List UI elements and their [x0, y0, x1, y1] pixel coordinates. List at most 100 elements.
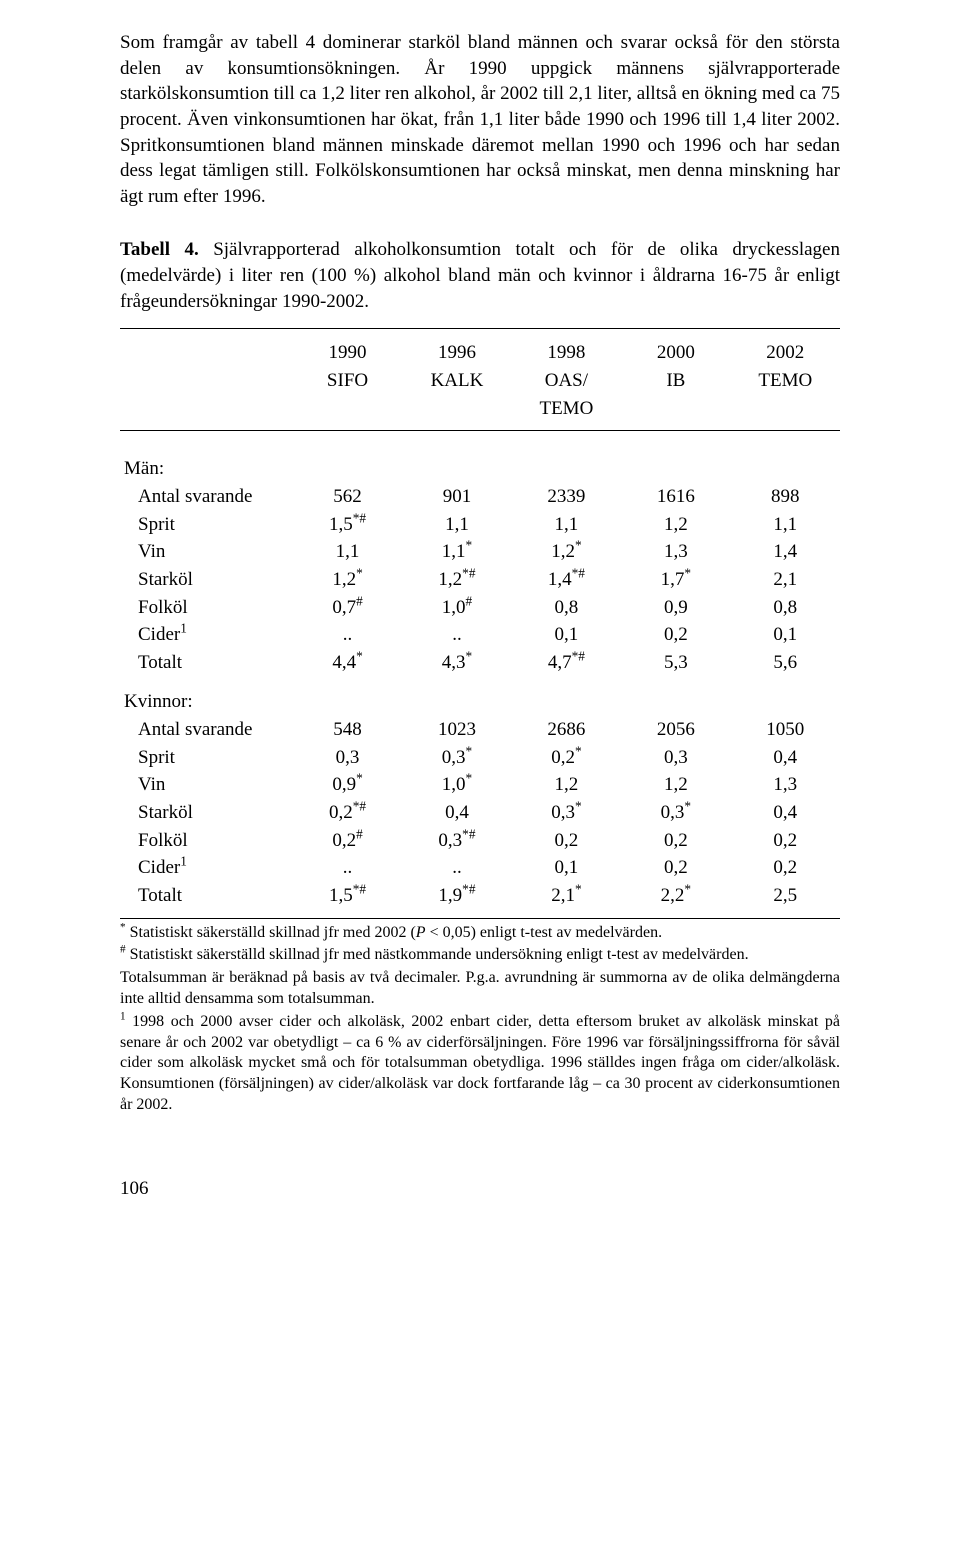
table-row: Vin1,11,1*1,2*1,31,4: [120, 538, 840, 566]
table-cell: 1,5*#: [293, 882, 402, 910]
table-row: Starköl0,2*#0,40,3*0,3*0,4: [120, 799, 840, 827]
row-label: Sprit: [120, 511, 293, 539]
table-cell: 2,5: [731, 882, 840, 910]
table-cell: 548: [293, 716, 402, 744]
table-cell: 1616: [621, 483, 730, 511]
row-label-superscript: 1: [180, 854, 187, 869]
cell-superscript: #: [356, 826, 363, 841]
cell-superscript: *#: [462, 826, 475, 841]
table-row: Vin0,9*1,0*1,21,21,3: [120, 771, 840, 799]
table-row: Folköl0,7#1,0#0,80,90,8: [120, 594, 840, 622]
table-cell: 0,2: [731, 854, 840, 882]
cell-superscript: *#: [353, 510, 366, 525]
row-label: Totalt: [120, 882, 293, 910]
table-caption: Tabell 4. Självrapporterad alkoholkonsum…: [120, 237, 840, 314]
table-row: Totalt4,4*4,3*4,7*#5,35,6: [120, 649, 840, 677]
table-cell: ..: [293, 621, 402, 649]
table-cell: 1050: [731, 716, 840, 744]
table-cell: 1,2*: [512, 538, 621, 566]
page-number: 106: [120, 1176, 840, 1202]
cell-superscript: *: [684, 566, 691, 581]
table-cell: 0,8: [731, 594, 840, 622]
table-cell: 1,0#: [402, 594, 511, 622]
cell-superscript: *: [466, 648, 473, 663]
intro-paragraph: Som framgår av tabell 4 dominerar starkö…: [120, 30, 840, 209]
table-cell: 4,7*#: [512, 649, 621, 677]
row-label-superscript: 1: [180, 621, 187, 636]
table-cell: 2339: [512, 483, 621, 511]
footnote-total: Totalsumman är beräknad på basis av två …: [120, 968, 840, 1010]
col-src-oas: OAS/: [512, 367, 621, 395]
row-label: Starköl: [120, 799, 293, 827]
col-src-ib: IB: [621, 367, 730, 395]
table-cell: 1,1*: [402, 538, 511, 566]
table-cell: 5,6: [731, 649, 840, 677]
cell-superscript: *: [466, 538, 473, 553]
cell-superscript: *#: [353, 882, 366, 897]
col-src-sifo: SIFO: [293, 367, 402, 395]
table-cell: 1,2*#: [402, 566, 511, 594]
table-header-source-line2: TEMO: [120, 395, 840, 423]
table-cell: 4,4*: [293, 649, 402, 677]
table-cell: 0,2: [512, 827, 621, 855]
col-year-2000: 2000: [621, 339, 730, 367]
table-row: Antal svarande56290123391616898: [120, 483, 840, 511]
table-header-source: SIFO KALK OAS/ IB TEMO: [120, 367, 840, 395]
table-cell: 0,1: [731, 621, 840, 649]
cell-superscript: *: [466, 743, 473, 758]
cell-superscript: *#: [462, 566, 475, 581]
table-row: Starköl1,2*1,2*#1,4*#1,7*2,1: [120, 566, 840, 594]
table-cell: ..: [402, 621, 511, 649]
table-row: Cider1....0,10,20,2: [120, 854, 840, 882]
table-cell: 1,1: [731, 511, 840, 539]
row-label: Cider1: [120, 854, 293, 882]
cell-superscript: *: [356, 771, 363, 786]
table-cell: 0,2#: [293, 827, 402, 855]
table-cell: 2056: [621, 716, 730, 744]
row-label: Sprit: [120, 744, 293, 772]
table-cell: 1,4*#: [512, 566, 621, 594]
row-label: Folköl: [120, 827, 293, 855]
row-label: Starköl: [120, 566, 293, 594]
document-page: Som framgår av tabell 4 dominerar starkö…: [60, 0, 900, 1231]
group-women-label: Kvinnor:: [120, 688, 840, 716]
table-cell: 1,5*#: [293, 511, 402, 539]
table-row: Sprit0,30,3*0,2*0,30,4: [120, 744, 840, 772]
table-cell: 1,1: [402, 511, 511, 539]
table-row: Folköl0,2#0,3*#0,20,20,2: [120, 827, 840, 855]
table-cell: 0,7#: [293, 594, 402, 622]
group-men: Män:: [120, 455, 840, 483]
table-cell: 5,3: [621, 649, 730, 677]
table-cell: 2,1: [731, 566, 840, 594]
row-label: Antal svarande: [120, 716, 293, 744]
table-cell: 1,1: [512, 511, 621, 539]
footnote-one: 1 1998 och 2000 avser cider och alkoläsk…: [120, 1012, 840, 1116]
cell-superscript: *: [575, 799, 582, 814]
table-cell: 0,2*: [512, 744, 621, 772]
cell-superscript: *: [684, 799, 691, 814]
table-cell: 0,2: [621, 621, 730, 649]
table-cell: 0,9: [621, 594, 730, 622]
table-cell: 1,2: [621, 511, 730, 539]
table-cell: 901: [402, 483, 511, 511]
table-cell: ..: [402, 854, 511, 882]
cell-superscript: *#: [572, 648, 585, 663]
table-cell: 2,2*: [621, 882, 730, 910]
table-cell: 2686: [512, 716, 621, 744]
table-cell: 0,3: [621, 744, 730, 772]
cell-superscript: *#: [353, 799, 366, 814]
row-label: Folköl: [120, 594, 293, 622]
table-cell: 0,2: [731, 827, 840, 855]
cell-superscript: *: [575, 538, 582, 553]
col-year-1990: 1990: [293, 339, 402, 367]
table-cell: 4,3*: [402, 649, 511, 677]
caption-rest: Självrapporterad alkoholkonsumtion total…: [120, 239, 840, 311]
row-label: Vin: [120, 771, 293, 799]
col-src-temo: TEMO: [731, 367, 840, 395]
cell-superscript: *: [575, 882, 582, 897]
cell-superscript: *: [684, 882, 691, 897]
table-header-year: 1990 1996 1998 2000 2002: [120, 339, 840, 367]
group-men-label: Män:: [120, 455, 840, 483]
table-cell: 0,2: [621, 854, 730, 882]
col-year-1996: 1996: [402, 339, 511, 367]
